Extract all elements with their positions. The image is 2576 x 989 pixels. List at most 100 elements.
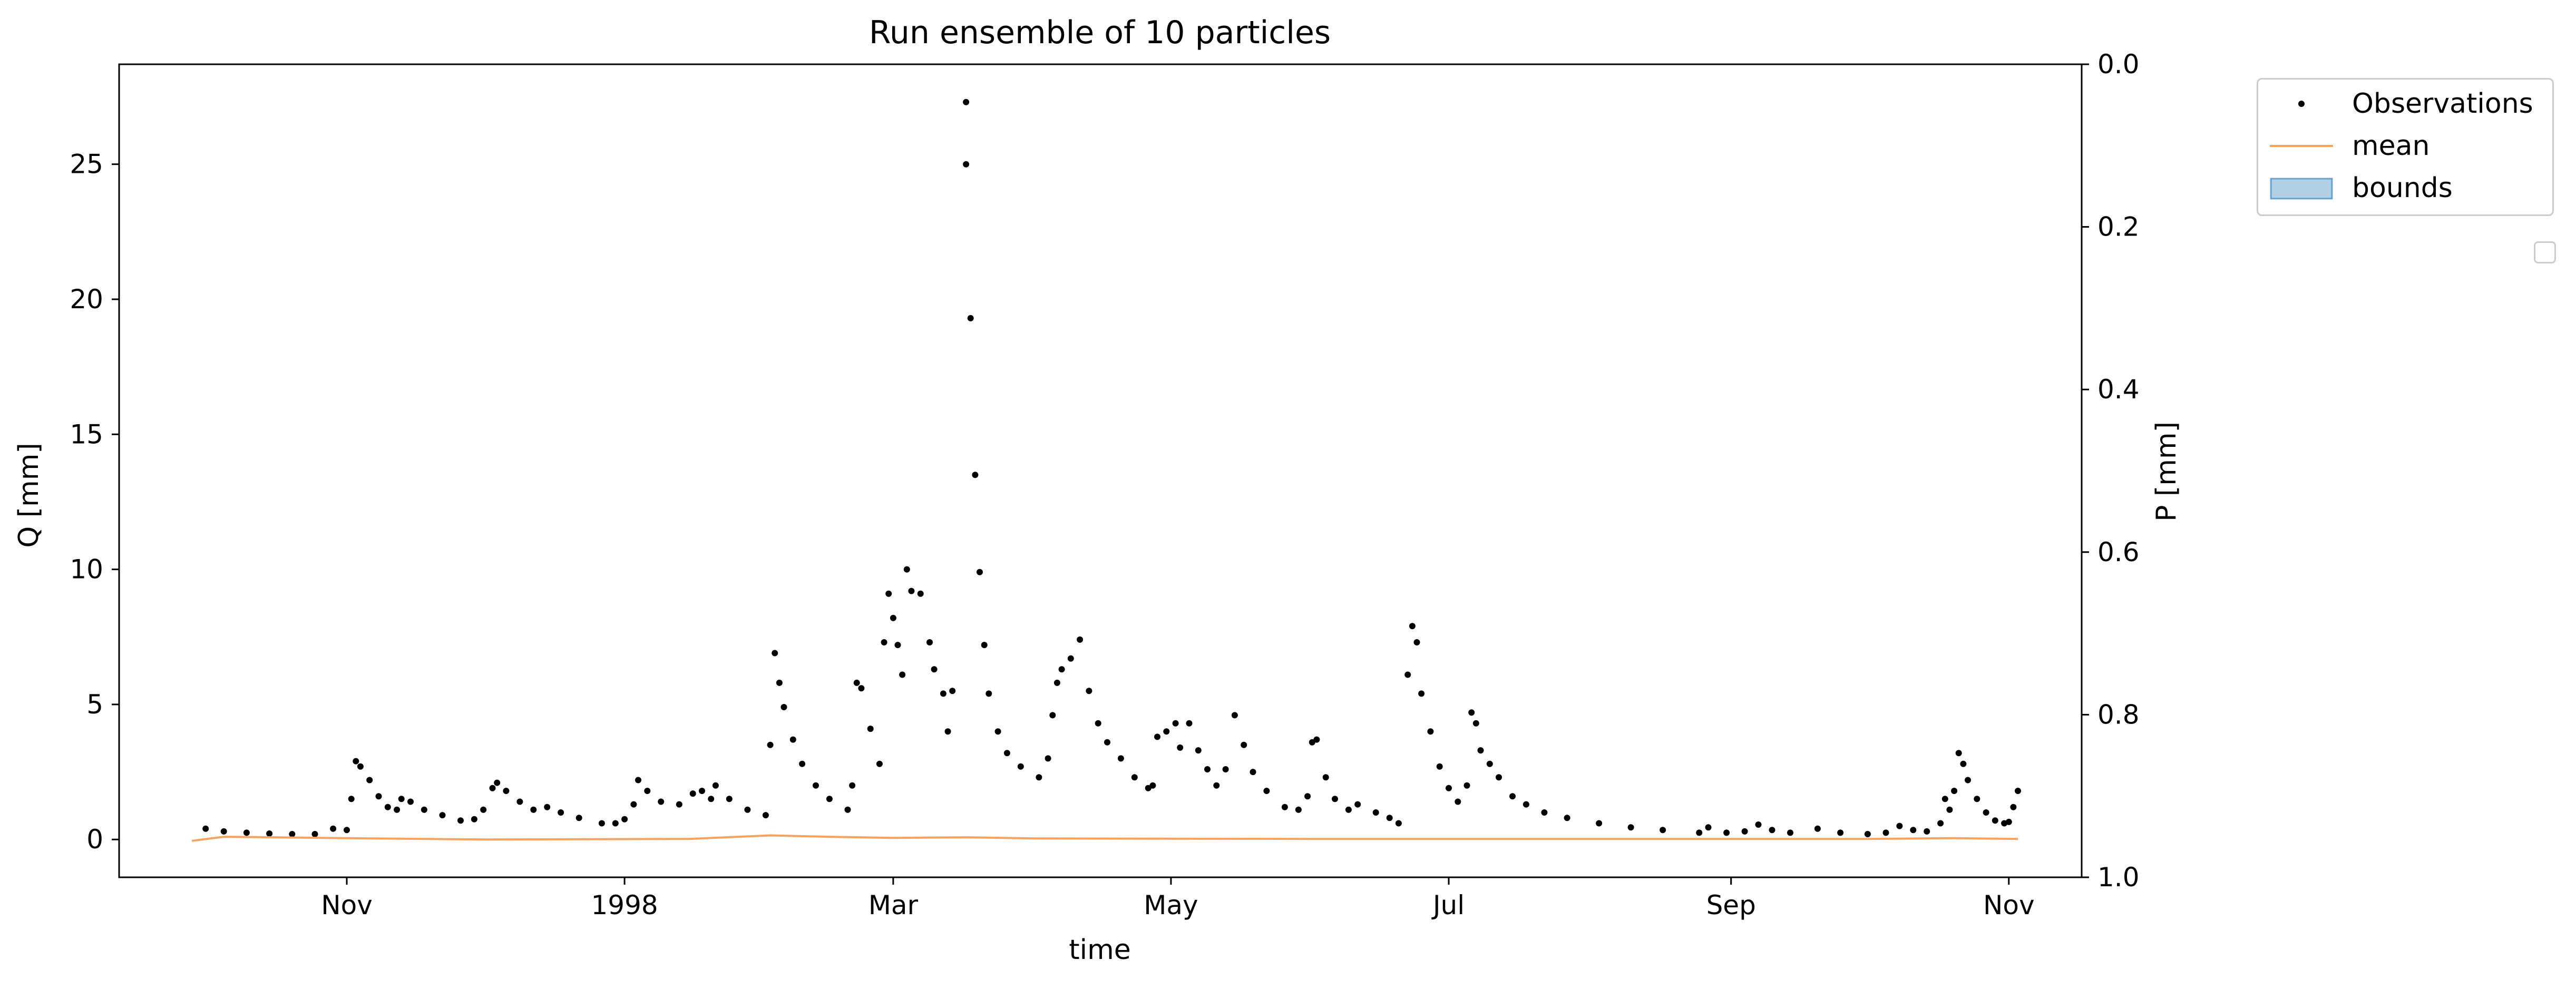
observation-point xyxy=(1960,760,1967,767)
observation-point xyxy=(881,639,887,645)
observation-point xyxy=(981,642,988,649)
legend-item-observations: Observations xyxy=(2258,83,2552,125)
observation-point xyxy=(1723,829,1730,836)
y2-tick-label: 0.4 xyxy=(2097,374,2140,405)
observation-point xyxy=(1627,824,1634,831)
observation-point xyxy=(1896,822,1903,829)
observation-point xyxy=(985,690,992,697)
observation-point xyxy=(1053,679,1060,686)
observation-point xyxy=(1472,720,1479,727)
observation-point xyxy=(1427,728,1434,735)
y-tick-label: 20 xyxy=(70,284,103,315)
observation-point xyxy=(776,679,783,686)
observation-point xyxy=(598,820,605,827)
observation-point xyxy=(789,736,796,743)
observation-point xyxy=(1983,809,1989,816)
observation-point xyxy=(944,728,951,735)
chart-title: Run ensemble of 10 particles xyxy=(869,14,1331,51)
observation-point xyxy=(630,801,637,808)
observation-point xyxy=(375,793,382,800)
observation-point xyxy=(689,790,696,797)
observation-point xyxy=(1924,828,1930,835)
observation-point xyxy=(1086,688,1092,694)
observation-point xyxy=(2005,818,2012,825)
observation-point xyxy=(394,806,401,813)
observation-point xyxy=(366,777,373,784)
observation-point xyxy=(1263,788,1270,794)
observation-point xyxy=(1413,639,1420,645)
legend: Observations mean bounds xyxy=(2257,78,2554,216)
y2-tick-label: 0.0 xyxy=(2097,49,2140,80)
observation-point xyxy=(621,816,628,822)
legend-label: Observations xyxy=(2352,88,2533,120)
observation-point xyxy=(949,688,956,694)
observation-point xyxy=(1541,809,1548,816)
observation-point xyxy=(867,726,874,732)
x-tick-label: Nov xyxy=(1983,890,2035,921)
observation-point xyxy=(1696,829,1703,836)
observation-point xyxy=(676,801,682,808)
observation-point xyxy=(963,99,970,105)
observation-point xyxy=(744,806,751,813)
observation-point xyxy=(407,798,414,805)
observation-point xyxy=(1250,769,1256,776)
observation-point xyxy=(1436,763,1443,770)
observation-point xyxy=(885,590,892,597)
observation-point xyxy=(2010,804,2017,810)
observation-point xyxy=(1992,817,1998,824)
observation-point xyxy=(699,788,705,794)
observation-point xyxy=(480,806,487,813)
observation-point xyxy=(1769,827,1775,834)
observation-point xyxy=(1446,785,1452,791)
observation-point xyxy=(457,817,464,824)
observation-point xyxy=(1172,720,1179,727)
point-marker-icon xyxy=(2298,101,2305,107)
observation-point xyxy=(994,728,1001,735)
observation-point xyxy=(1354,801,1361,808)
observation-point xyxy=(439,812,446,819)
legend-label: bounds xyxy=(2352,172,2453,204)
observation-point xyxy=(1965,777,1971,784)
observation-point xyxy=(1386,815,1393,821)
observation-point xyxy=(1705,824,1712,831)
observation-point xyxy=(1241,741,1247,748)
observation-point xyxy=(1149,782,1156,789)
observation-point xyxy=(266,830,273,837)
observation-point xyxy=(708,796,715,802)
observation-point xyxy=(908,587,915,594)
observation-point xyxy=(1955,750,1962,757)
observation-point xyxy=(1213,782,1220,789)
y-tick-label: 0 xyxy=(86,824,103,855)
line-marker-icon xyxy=(2270,145,2333,147)
observation-point xyxy=(890,614,896,621)
observation-point xyxy=(1036,774,1042,781)
observation-point xyxy=(926,639,933,645)
observation-point xyxy=(471,816,477,822)
observation-point xyxy=(1468,709,1475,716)
observation-point xyxy=(1477,747,1484,754)
observation-point xyxy=(1755,821,1762,828)
observation-point xyxy=(1332,796,1338,802)
observation-point xyxy=(826,796,833,802)
observation-point xyxy=(1509,793,1516,800)
observation-point xyxy=(357,763,364,770)
observation-point xyxy=(1003,750,1010,757)
observation-point xyxy=(311,831,318,837)
observation-point xyxy=(348,796,355,802)
observation-point xyxy=(1814,825,1821,832)
observation-point xyxy=(1496,774,1502,781)
observation-point xyxy=(1204,766,1211,772)
observation-point xyxy=(1372,809,1379,816)
observation-point xyxy=(1222,766,1229,772)
observation-point xyxy=(967,315,974,321)
observation-point xyxy=(903,566,910,573)
observation-point xyxy=(977,569,983,575)
y-tick-label: 5 xyxy=(86,689,103,720)
observation-point xyxy=(289,831,296,837)
observation-point xyxy=(762,812,769,819)
observation-point xyxy=(1837,829,1844,836)
observation-point xyxy=(1463,782,1470,789)
observation-point xyxy=(1486,760,1493,767)
observation-point xyxy=(1077,636,1084,643)
x-tick-label: Jul xyxy=(1431,890,1465,921)
